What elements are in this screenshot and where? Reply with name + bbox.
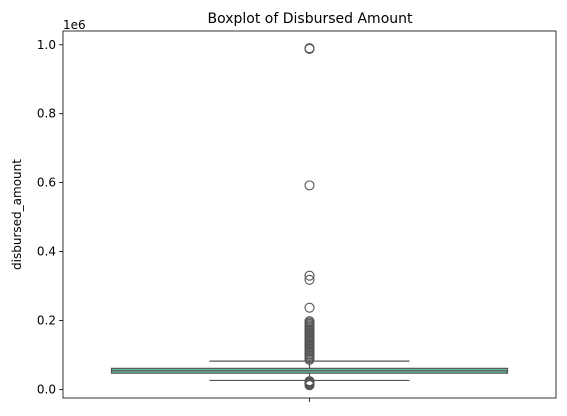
chart-title: Boxplot of Disbursed Amount (208, 11, 414, 27)
y-tick-label: 0.6 (37, 176, 56, 190)
y-tick-label: 0.0 (37, 382, 56, 396)
y-tick-label: 0.8 (37, 107, 56, 121)
outlier-point (304, 380, 315, 391)
y-tick-label: 0.4 (37, 245, 56, 259)
outlier-point (304, 270, 315, 281)
plot-area (110, 43, 509, 391)
y-scale-note: 1e6 (63, 18, 86, 32)
outlier-point (304, 354, 315, 365)
y-tick-label: 1.0 (37, 38, 56, 52)
outlier-point (304, 302, 315, 313)
y-tick-label: 0.2 (37, 313, 56, 327)
outlier-point (304, 274, 315, 285)
outlier-point (304, 180, 315, 191)
y-axis-label: disbursed_amount (10, 159, 24, 270)
outlier-point (304, 43, 315, 54)
